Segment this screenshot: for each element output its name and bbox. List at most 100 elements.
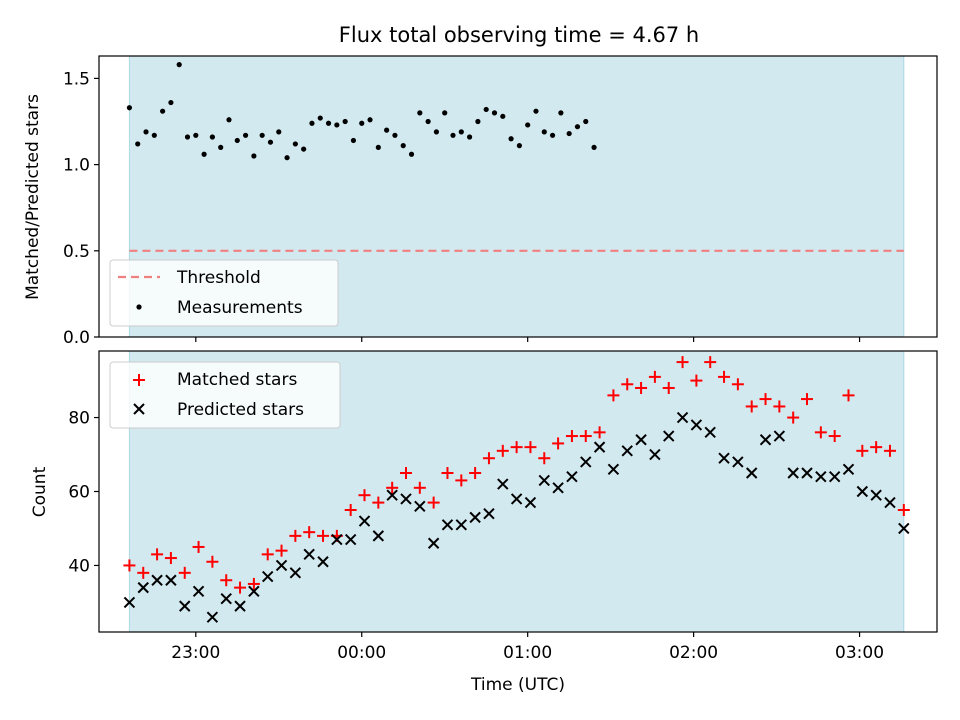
measurement-point: [325, 120, 332, 126]
top-legend: Threshold Measurements: [109, 259, 339, 327]
predicted-star-point: [137, 581, 149, 594]
measurement-point: [516, 143, 522, 149]
matched-star-point: [704, 356, 717, 369]
measurement-point: [242, 132, 249, 138]
measurement-point: [251, 153, 257, 159]
predicted-star-point: [483, 507, 495, 520]
legend-matched-label: Matched stars: [177, 370, 297, 390]
measurement-point: [126, 105, 133, 111]
measurement-point: [151, 132, 157, 138]
matched-star-point: [372, 496, 385, 509]
measurement-point: [359, 120, 365, 126]
measurement-point: [533, 108, 539, 114]
measurement-point: [450, 132, 456, 138]
measurement-point: [176, 62, 182, 68]
matched-star-point: [164, 552, 177, 565]
measurement-point: [218, 144, 224, 150]
predicted-star-point: [344, 533, 357, 546]
predicted-star-point: [801, 467, 813, 479]
measurement-point: [259, 132, 265, 138]
predicted-star-point: [815, 471, 827, 483]
x-tick-label: 01:00: [503, 643, 552, 663]
measurement-point: [226, 117, 232, 123]
predicted-star-point: [649, 448, 661, 461]
matched-star-point: [234, 581, 247, 594]
predicted-star-point: [663, 430, 675, 442]
predicted-star-point: [773, 430, 786, 442]
matched-star-point: [386, 481, 399, 494]
predicted-star-point: [151, 574, 163, 586]
matched-star-point: [718, 370, 731, 383]
predicted-star-point: [497, 478, 509, 490]
matched-star-point: [607, 389, 620, 402]
predicted-star-point: [372, 530, 385, 542]
measurement-point: [334, 122, 340, 128]
measurement-point: [267, 139, 274, 145]
predicted-star-point: [179, 600, 191, 612]
matched-star-point: [745, 400, 758, 413]
y-tick-label: 80: [68, 409, 90, 429]
matched-star-point: [635, 381, 648, 394]
matched-star-point: [441, 467, 454, 480]
matched-star-point: [178, 566, 191, 579]
matched-star-point: [151, 548, 164, 561]
matched-star-point: [123, 559, 136, 572]
measurement-point: [442, 110, 448, 116]
matched-star-point: [137, 566, 150, 579]
predicted-star-point: [538, 474, 550, 487]
predicted-star-point: [261, 570, 274, 583]
measurement-point: [400, 143, 406, 149]
matched-star-point: [759, 393, 772, 406]
measurement-point: [433, 129, 440, 135]
matched-star-point: [648, 370, 661, 383]
predicted-star-point: [580, 456, 592, 468]
matched-star-point: [413, 481, 426, 494]
measurement-point: [160, 108, 166, 114]
measurement-point: [342, 118, 348, 125]
predicted-star-point: [331, 533, 343, 546]
y-tick-label: 1.5: [63, 69, 90, 89]
measurement-point: [135, 141, 141, 147]
measurement-point: [467, 134, 473, 140]
predicted-star-point: [856, 485, 869, 498]
legend-measurements-label: Measurements: [177, 298, 303, 318]
measurement-point: [309, 120, 315, 126]
matched-star-point: [303, 526, 316, 539]
predicted-star-point: [165, 574, 177, 586]
measurement-point: [574, 124, 581, 130]
predicted-star-point: [317, 556, 329, 568]
measurement-point: [549, 132, 556, 138]
measurement-point: [425, 118, 431, 125]
measurement-point: [350, 137, 357, 144]
measurement-point: [417, 110, 423, 116]
measurement-point: [143, 129, 149, 135]
matched-star-point: [289, 529, 302, 542]
matched-star-point: [247, 577, 260, 590]
predicted-star-point: [192, 585, 205, 598]
predicted-star-point: [884, 496, 896, 509]
measurement-point: [483, 106, 489, 113]
predicted-star-point: [414, 500, 426, 512]
measurement-point: [392, 132, 398, 138]
y-tick-label: 0.5: [63, 242, 90, 262]
y-tick-label: 0.0: [63, 328, 90, 348]
matched-star-point: [801, 393, 814, 406]
measurement-point: [408, 151, 415, 157]
predicted-star-point: [718, 452, 730, 464]
predicted-star-point: [386, 489, 398, 501]
predicted-star-point: [607, 463, 620, 476]
matched-star-point: [317, 529, 330, 542]
measurement-point: [284, 155, 290, 161]
measurement-point: [591, 144, 597, 150]
matched-star-point: [621, 378, 634, 391]
predicted-star-point: [400, 493, 412, 505]
predicted-star-point: [123, 596, 136, 609]
measurement-point: [317, 115, 323, 121]
matched-star-point: [427, 496, 440, 509]
matched-star-point: [828, 430, 841, 443]
predicted-star-point: [787, 467, 799, 479]
x-tick-label: 23:00: [171, 643, 220, 663]
matched-star-point: [787, 411, 800, 424]
matched-star-point: [662, 381, 675, 394]
